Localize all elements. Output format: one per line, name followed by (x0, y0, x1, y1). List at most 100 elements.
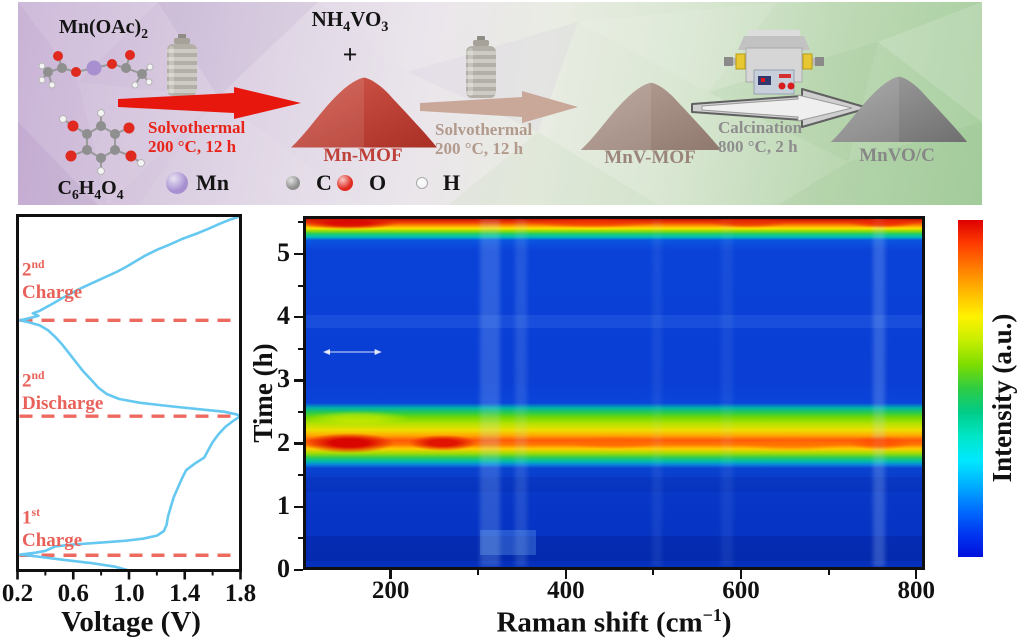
width-arrow-annotation (323, 348, 382, 355)
x-tick-label: 400 (547, 577, 585, 604)
x-tick-label: 600 (722, 577, 760, 604)
solvothermal-arrow-1 (118, 87, 301, 119)
step1-label: Solvothermal 200 °C, 12 h (148, 118, 246, 156)
y-tick-label: 0 (277, 554, 290, 583)
voltage-tick-label: 0.6 (57, 580, 89, 607)
heatmap-vertical-stripe (515, 219, 528, 567)
y-tick-label: 4 (277, 301, 290, 331)
product-label-mnvo-c: MnVO/C (859, 145, 935, 166)
x-tick (914, 570, 918, 579)
mnvo-c-powder-pile (830, 76, 968, 142)
h-atoms (38, 62, 154, 89)
y-tick (294, 505, 303, 509)
heatmap-hotspot (709, 219, 788, 229)
voltage-tick-label: 1.4 (169, 580, 201, 607)
y-tick-minor (298, 537, 303, 540)
y-tick (294, 442, 303, 445)
voltage-profile-plot (16, 214, 242, 580)
heatmap-hotspot (739, 438, 844, 451)
step2-label: Solvothermal 200 °C, 12 h (435, 120, 533, 158)
annotation-charge: 2nd Charge (22, 257, 83, 304)
mn-atom (86, 60, 102, 76)
heatmap-hotspot (408, 435, 478, 452)
y-tick (294, 568, 303, 572)
y-tick-minor (298, 474, 303, 477)
y-tick-label: 5 (277, 237, 290, 267)
product-label-mnv-mof: MnV-MOF (604, 147, 696, 168)
mn-acetate-molecule (38, 50, 154, 89)
y-tick (294, 315, 303, 319)
c-atoms (43, 63, 147, 79)
x-tick-minor (477, 570, 480, 575)
product-label-mn-mof: Mn-MOF (323, 145, 403, 166)
x-tick-minor (652, 570, 655, 575)
heatmap-hotspot (306, 219, 398, 229)
y-tick-label: 1 (277, 490, 290, 520)
time-axis-title: Time (h) (248, 343, 278, 443)
heatmap-hotspot (531, 219, 654, 228)
o-atoms (53, 50, 135, 77)
heatmap-hotspot (306, 432, 395, 453)
reactant-label-mn-acetate: Mn(OAc)2 (59, 16, 148, 41)
x-tick (564, 570, 568, 579)
reagent-label-nh4vo3: NH4VO3 (311, 7, 389, 36)
heatmap-hotspot (566, 435, 662, 450)
legend-label-c: C (316, 170, 332, 195)
voltage-tick-label: 1.0 (113, 580, 145, 607)
heatmap-vertical-stripe (479, 219, 500, 567)
voltage-tick-label: 0.2 (1, 580, 34, 607)
dihydroxybenzoquinone-molecule (59, 109, 145, 175)
raman-heatmap-plot (303, 216, 925, 570)
annotation-charge: 1st Charge (22, 505, 83, 551)
heatmap-vertical-stripe (720, 219, 733, 567)
mnv-mof-powder-pile (580, 82, 722, 151)
autoclave-icon-2 (466, 36, 496, 98)
intensity-colorbar (958, 220, 983, 557)
heatmap-patch (306, 535, 922, 561)
voltage-tick-label: 1.8 (224, 580, 257, 607)
legend-label-o: O (369, 170, 387, 195)
plus-sign: + (342, 40, 358, 69)
y-tick-label: 3 (277, 364, 290, 394)
x-tick-minor (827, 570, 830, 575)
legend-swatch-mn (166, 172, 188, 194)
y-tick-minor (298, 347, 303, 350)
intensity-axis-title: Intensity (a.u.) (987, 313, 1017, 483)
autoclave-icon-1 (167, 34, 197, 96)
heatmap-hotspot (849, 436, 911, 451)
voltage-axis-title: Voltage (V) (61, 606, 201, 638)
x-tick (739, 570, 743, 579)
heatmap-vertical-stripe (652, 219, 663, 567)
heatmap-gradient (306, 219, 922, 567)
voltage-curve (19, 214, 242, 572)
solvothermal-arrow-2 (420, 91, 578, 123)
heatmap-patch (306, 476, 922, 493)
legend-swatch-h (416, 177, 428, 189)
heatmap-vertical-stripe (872, 219, 885, 567)
heatmap-hotspot (848, 219, 918, 229)
calcination-arrow (691, 88, 869, 128)
y-tick-minor (298, 221, 303, 224)
tube-furnace-icon (724, 30, 824, 95)
y-tick-minor (298, 410, 303, 413)
x-tick-label: 200 (371, 577, 410, 604)
y-tick (294, 252, 303, 256)
x-tick (389, 570, 392, 579)
reactant-label-c6h4o4: C6H4O4 (57, 177, 124, 202)
heatmap-patch (306, 315, 922, 328)
synthesis-scheme-panel: Mn(OAc)2 (18, 2, 982, 205)
heatmap-patch (479, 529, 536, 555)
x-tick-label: 800 (897, 577, 935, 604)
legend-label-h: H (443, 170, 461, 195)
y-tick (294, 379, 303, 382)
step3-label: Calcination 800 °C, 2 h (718, 118, 803, 156)
legend-swatch-c (286, 176, 300, 190)
mn-mof-powder-pile (291, 77, 437, 148)
legend-swatch-o (337, 175, 353, 191)
raman-axis-title: Raman shift (cm−1) (496, 605, 732, 639)
y-tick-label: 2 (277, 427, 290, 457)
heatmap-hotspot (306, 410, 411, 426)
annotation-discharge: 2nd Discharge (22, 369, 104, 415)
legend-label-mn: Mn (196, 170, 229, 195)
